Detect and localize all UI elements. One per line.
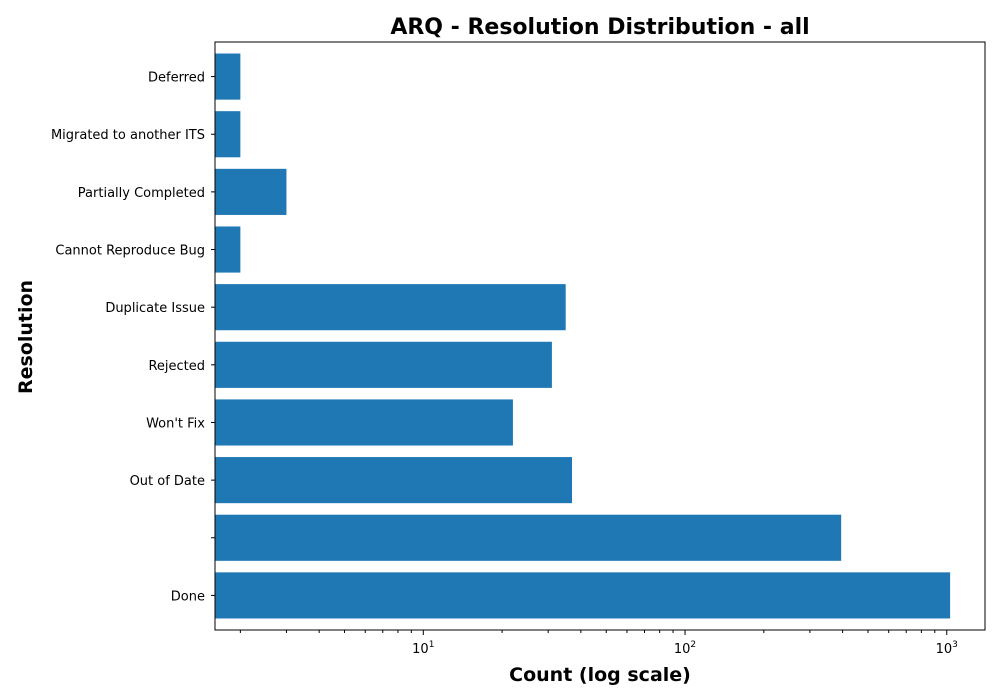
x-axis-ticks: 101 102 103 bbox=[239, 630, 958, 657]
bar-migrated-to-another-its bbox=[215, 111, 241, 158]
bar-out-of-date bbox=[215, 457, 573, 504]
bar-done bbox=[215, 572, 951, 619]
bar-duplicate-issue bbox=[215, 284, 566, 331]
x-tick-label: 102 bbox=[674, 640, 696, 657]
y-tick-label: Cannot Reproduce Bug bbox=[55, 244, 205, 259]
bar-won-t-fix bbox=[215, 399, 513, 446]
bar-rejected bbox=[215, 341, 552, 388]
y-axis-label: Resolution bbox=[15, 280, 37, 394]
bar-partially-completed bbox=[215, 168, 287, 215]
bar-cannot-reproduce-bug bbox=[215, 226, 241, 273]
y-tick-label: Out of Date bbox=[130, 474, 205, 489]
y-tick-label: Done bbox=[171, 589, 205, 604]
chart-title: ARQ - Resolution Distribution - all bbox=[390, 15, 809, 40]
x-tick-label: 101 bbox=[412, 640, 434, 657]
y-tick-label: Migrated to another ITS bbox=[51, 128, 205, 143]
bar-deferred bbox=[215, 53, 241, 100]
y-tick-label: Won't Fix bbox=[146, 416, 205, 431]
y-tick-label: Rejected bbox=[148, 359, 205, 374]
x-axis-label: Count (log scale) bbox=[509, 664, 691, 686]
y-tick-label: Partially Completed bbox=[78, 186, 205, 201]
y-tick-label: Deferred bbox=[148, 71, 205, 86]
y-axis-ticks: Done Out of Date Won't Fix Rejected Duplicat… bbox=[51, 71, 215, 604]
x-tick-label: 103 bbox=[936, 640, 958, 657]
bars-group bbox=[215, 53, 951, 619]
plot-frame bbox=[214, 41, 986, 631]
y-tick-label: Duplicate Issue bbox=[105, 301, 205, 316]
bar-blank bbox=[215, 514, 842, 561]
